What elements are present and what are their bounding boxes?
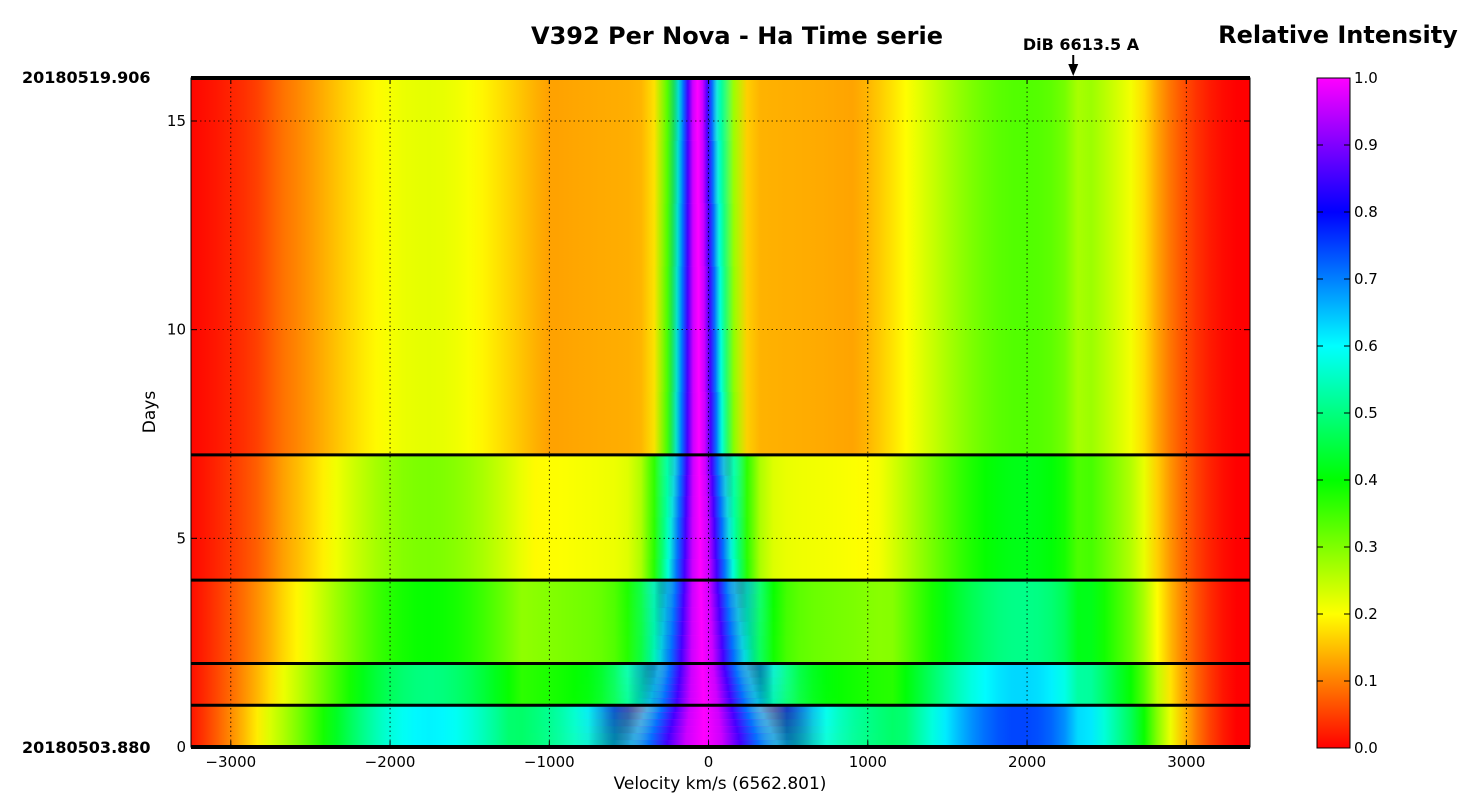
emission-peak-band [641, 392, 757, 455]
x-tick-label: −1000 [524, 753, 575, 771]
y-axis-ticks: 0 5 10 15 [167, 112, 1250, 756]
x-tick-label: −2000 [365, 753, 416, 771]
emission-peak-band [608, 607, 794, 622]
emission-peak-band [553, 712, 854, 720]
colorbar-tick-label: 0.2 [1354, 605, 1378, 623]
dib-annotation: DiB 6613.5 A [1023, 35, 1140, 76]
y-tick-label: 0 [176, 738, 186, 756]
colorbar-tick-label: 0.4 [1354, 471, 1378, 489]
emission-peak-band [620, 559, 781, 581]
emission-peak-band [642, 329, 755, 393]
chart-title: V392 Per Nova - Ha Time serie [531, 22, 943, 50]
dib-annotation-label: DiB 6613.5 A [1023, 35, 1140, 54]
colorbar-tick-label: 1.0 [1354, 69, 1378, 87]
x-axis-label: Velocity km/s (6562.801) [614, 774, 827, 794]
emission-peak-band [634, 475, 765, 497]
emission-peak-band [592, 663, 813, 671]
colorbar-tick-label: 0.5 [1354, 404, 1378, 422]
colorbar-tick-label: 0.1 [1354, 672, 1378, 690]
emission-peak-band [579, 684, 828, 692]
emission-peak-band [545, 719, 863, 727]
colorbar-tick-label: 0.0 [1354, 739, 1378, 757]
dib-arrow-head [1068, 64, 1079, 76]
y-tick-label: 10 [167, 321, 186, 339]
emission-peak-band [583, 677, 823, 685]
heatmap-image [191, 78, 1250, 747]
emission-peak-band [644, 266, 753, 330]
x-tick-label: 3000 [1167, 753, 1205, 771]
x-tick-label: 1000 [849, 753, 887, 771]
y-tick-label: 5 [176, 529, 186, 547]
emission-peak-band [645, 203, 751, 267]
emission-peak-band [623, 538, 777, 560]
x-tick-label: −3000 [205, 753, 256, 771]
emission-peak-band [630, 496, 769, 518]
colorbar-tick-label: 0.6 [1354, 337, 1378, 355]
emission-peak-band [597, 649, 807, 664]
emission-peak-band [520, 740, 887, 747]
emission-peak-band [647, 140, 749, 204]
emission-peak-band [561, 705, 846, 713]
colorbar-tick-label: 0.7 [1354, 270, 1378, 288]
colorbar-ticks: 0.0 0.1 0.2 0.3 0.4 0.5 0.6 0.7 0.8 0.9 1.0 [1317, 69, 1378, 757]
emission-peak-band [627, 517, 773, 539]
emission-peak-band [574, 691, 833, 699]
emission-peak-band [616, 580, 786, 594]
x-tick-label: 2000 [1008, 753, 1046, 771]
y-axis-label: Days [140, 391, 160, 434]
colorbar-tick-label: 0.3 [1354, 538, 1378, 556]
emission-peak-band [588, 670, 818, 678]
start-date-label: 20180503.880 [22, 738, 151, 757]
colorbar-tick-label: 0.8 [1354, 203, 1378, 221]
emission-peak-band [637, 454, 761, 476]
emission-peak-band [537, 726, 871, 734]
y-tick-label: 15 [167, 112, 186, 130]
x-axis-ticks: −3000 −2000 −1000 0 1000 2000 3000 [205, 78, 1205, 771]
x-tick-label: 0 [704, 753, 714, 771]
end-date-label: 20180519.906 [22, 68, 151, 87]
colorbar-tick-label: 0.9 [1354, 136, 1378, 154]
emission-peak-band [648, 78, 747, 141]
colorbar-title: Relative Intensity [1218, 21, 1458, 49]
emission-peak-band [605, 621, 799, 636]
emission-peak-band [601, 635, 803, 650]
emission-peak-band [529, 733, 879, 741]
emission-peak-band [570, 698, 838, 706]
emission-peak-band [612, 593, 790, 608]
plot-frame [190, 77, 1251, 748]
